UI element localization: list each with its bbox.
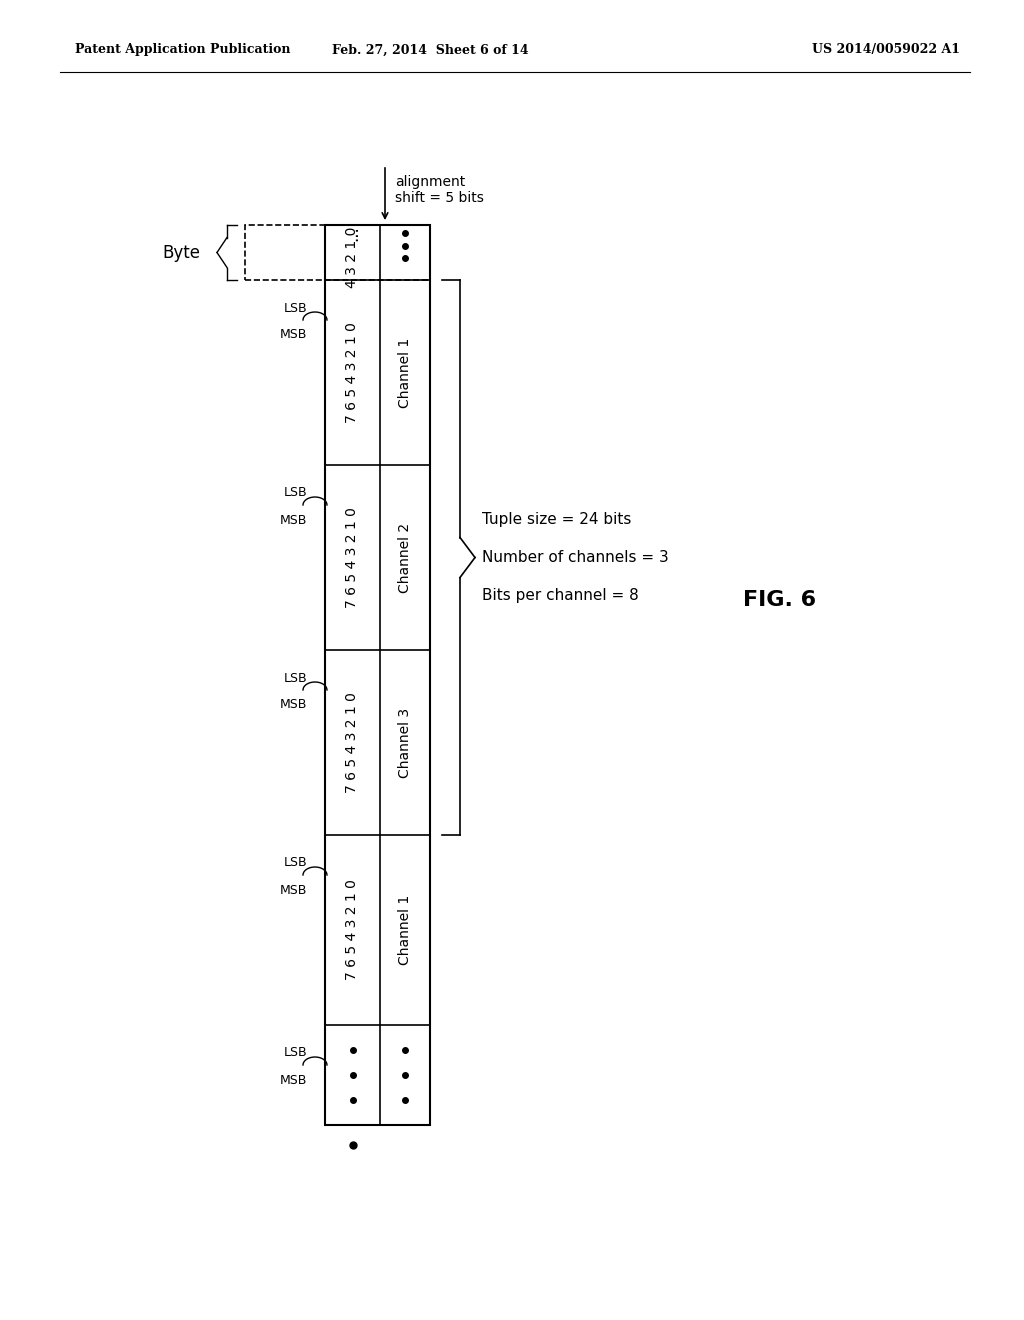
Text: 7 6 5 4 3 2 1 0: 7 6 5 4 3 2 1 0 [345, 322, 359, 422]
Text: LSB: LSB [284, 857, 307, 870]
Text: Tuple size = 24 bits: Tuple size = 24 bits [482, 512, 632, 527]
Text: 7 6 5 4 3 2 1 0: 7 6 5 4 3 2 1 0 [345, 879, 359, 981]
Text: 7 6 5 4 3 2 1 0: 7 6 5 4 3 2 1 0 [345, 507, 359, 609]
Text: Channel 2: Channel 2 [398, 523, 412, 593]
Text: MSB: MSB [280, 698, 307, 711]
Text: LSB: LSB [284, 487, 307, 499]
Text: Channel 1: Channel 1 [398, 338, 412, 408]
Text: MSB: MSB [280, 513, 307, 527]
Text: Feb. 27, 2014  Sheet 6 of 14: Feb. 27, 2014 Sheet 6 of 14 [332, 44, 528, 57]
Text: LSB: LSB [284, 301, 307, 314]
Text: Patent Application Publication: Patent Application Publication [75, 44, 291, 57]
Text: 4 3 2 1 0: 4 3 2 1 0 [345, 227, 359, 288]
Text: MSB: MSB [280, 883, 307, 896]
Bar [245, 224, 430, 280]
Text: Channel 3: Channel 3 [398, 708, 412, 777]
Text: 7 6 5 4 3 2 1 0: 7 6 5 4 3 2 1 0 [345, 692, 359, 793]
Text: Channel 1: Channel 1 [398, 895, 412, 965]
Bar [325, 224, 430, 1125]
Text: Number of channels = 3: Number of channels = 3 [482, 550, 669, 565]
Text: Bits per channel = 8: Bits per channel = 8 [482, 587, 639, 603]
Text: US 2014/0059022 A1: US 2014/0059022 A1 [812, 44, 961, 57]
Text: LSB: LSB [284, 672, 307, 685]
Text: FIG. 6: FIG. 6 [743, 590, 816, 610]
Text: LSB: LSB [284, 1047, 307, 1060]
Text: ...: ... [343, 226, 361, 242]
Text: MSB: MSB [280, 1073, 307, 1086]
Text: MSB: MSB [280, 329, 307, 342]
Text: Byte: Byte [162, 243, 200, 261]
Text: alignment
shift = 5 bits: alignment shift = 5 bits [395, 176, 484, 205]
